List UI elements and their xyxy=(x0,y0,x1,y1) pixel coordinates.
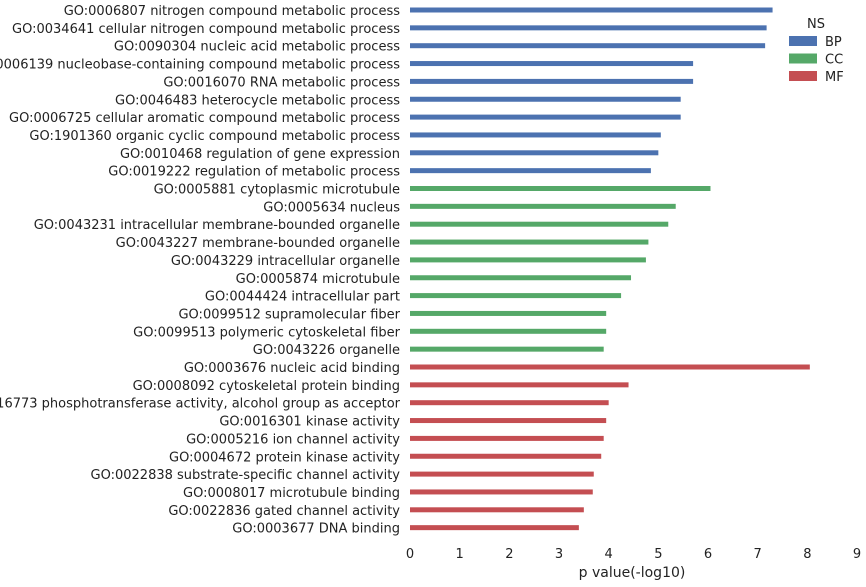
category-label: GO:0005216 ion channel activity xyxy=(186,432,400,447)
x-tick-label: 6 xyxy=(704,547,712,562)
bar-cc xyxy=(410,203,676,209)
x-tick-label: 1 xyxy=(456,547,464,562)
legend-label-bp: BP xyxy=(825,35,842,50)
legend-swatch-cc xyxy=(789,53,817,64)
bar-mf xyxy=(410,471,594,477)
category-label: GO:0003676 nucleic acid binding xyxy=(184,361,400,376)
bar-mf xyxy=(410,489,593,495)
bar-cc xyxy=(410,239,649,245)
bar-bp xyxy=(410,150,659,156)
bar-bp xyxy=(410,43,766,49)
bar-cc xyxy=(410,221,669,227)
x-tick-label: 0 xyxy=(406,547,414,562)
category-label: GO:0043231 intracellular membrane-bounde… xyxy=(34,218,400,233)
bar-mf xyxy=(410,507,584,513)
category-label: GO:0008017 microtubule binding xyxy=(183,486,400,501)
category-label: GO:0005634 nucleus xyxy=(263,200,400,215)
category-label: GO:0005881 cytoplasmic microtubule xyxy=(154,183,400,198)
x-axis-ticks: 0 1 2 3 4 5 6 7 8 9 xyxy=(406,547,861,562)
legend-title: NS xyxy=(807,17,825,32)
bar-bp xyxy=(410,132,661,138)
x-tick-label: 4 xyxy=(605,547,613,562)
category-label: GO:0016773 phosphotransferase activity, … xyxy=(0,397,401,412)
bar-cc xyxy=(410,257,646,263)
bar-bp xyxy=(410,78,694,84)
bar-cc xyxy=(410,275,632,281)
category-label: GO:0006725 cellular aromatic compound me… xyxy=(9,111,400,126)
bar-mf xyxy=(410,435,604,441)
category-label: GO:0005874 microtubule xyxy=(236,272,400,287)
category-label: GO:0043226 organelle xyxy=(253,343,400,358)
category-label: GO:0019222 regulation of metabolic proce… xyxy=(108,165,400,180)
bar-mf xyxy=(410,525,579,531)
category-label: GO:0034641 cellular nitrogen compound me… xyxy=(12,22,400,37)
x-tick-label: 3 xyxy=(555,547,563,562)
category-label: GO:0046483 heterocycle metabolic process xyxy=(115,93,400,108)
bar-bp xyxy=(410,96,681,102)
bar-cc xyxy=(410,293,622,299)
bar-bp xyxy=(410,7,773,13)
legend-label-mf: MF xyxy=(825,70,844,85)
bar-mf xyxy=(410,400,609,406)
bar-mf xyxy=(410,453,602,459)
bar-bp xyxy=(410,25,767,31)
category-label: GO:0003677 DNA binding xyxy=(232,522,400,537)
category-label: GO:0006139 nucleobase-containing compoun… xyxy=(0,58,400,73)
category-label: GO:0016070 RNA metabolic process xyxy=(163,75,400,90)
category-label: GO:0043227 membrane-bounded organelle xyxy=(116,236,400,251)
bar-cc xyxy=(410,310,607,316)
x-tick-label: 5 xyxy=(654,547,662,562)
bar-cc xyxy=(410,328,607,334)
legend-label-cc: CC xyxy=(825,53,843,68)
category-labels: GO:0006807 nitrogen compound metabolic p… xyxy=(0,4,401,537)
category-label: GO:1901360 organic cyclic compound metab… xyxy=(29,129,400,144)
legend: NS BP CC MF xyxy=(789,17,844,85)
category-label: GO:0022836 gated channel activity xyxy=(168,504,400,519)
x-tick-label: 9 xyxy=(853,547,861,562)
category-label: GO:0008092 cytoskeletal protein binding xyxy=(133,379,400,394)
bar-group xyxy=(410,7,810,531)
bar-cc xyxy=(410,186,711,191)
legend-swatch-mf xyxy=(789,71,817,81)
category-label: GO:0043229 intracellular organelle xyxy=(171,254,400,269)
bar-bp xyxy=(410,61,694,67)
bar-bp xyxy=(410,168,651,174)
bar-mf xyxy=(410,382,629,388)
category-label: GO:0006807 nitrogen compound metabolic p… xyxy=(64,4,401,19)
category-label: GO:0022838 substrate-specific channel ac… xyxy=(91,468,401,483)
x-axis-label: p value(-log10) xyxy=(579,565,686,581)
legend-swatch-bp xyxy=(789,36,817,46)
category-label: GO:0004672 protein kinase activity xyxy=(169,450,400,465)
category-label: GO:0016301 kinase activity xyxy=(219,415,400,430)
category-label: GO:0044424 intracellular part xyxy=(205,290,400,305)
bar-mf xyxy=(410,364,810,370)
legend-items: BP CC MF xyxy=(789,35,844,85)
bar-bp xyxy=(410,114,681,120)
category-label: GO:0010468 regulation of gene expression xyxy=(120,147,400,162)
bar-cc xyxy=(410,346,604,352)
x-tick-label: 7 xyxy=(754,547,762,562)
x-tick-label: 2 xyxy=(505,547,513,562)
category-label: GO:0090304 nucleic acid metabolic proces… xyxy=(114,40,400,55)
x-tick-label: 8 xyxy=(803,547,811,562)
category-label: GO:0099513 polymeric cytoskeletal fiber xyxy=(133,325,400,340)
bar-mf xyxy=(410,418,607,424)
category-label: GO:0099512 supramolecular fiber xyxy=(178,307,400,322)
